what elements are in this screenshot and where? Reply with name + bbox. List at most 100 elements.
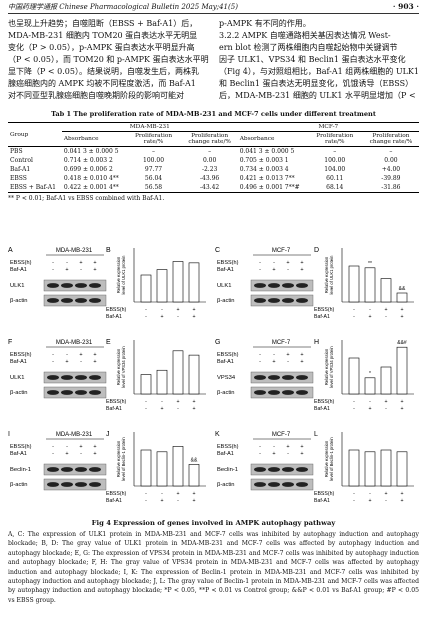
treatment-sign: - [287,451,289,457]
panel-letter: J [106,431,110,438]
treatment-sign: - [287,267,289,273]
blot-band [75,283,87,288]
treatment-sign: - [52,451,54,457]
text-line: 也呈现上升趋势；自噬阻断（EBSS + Baf-A1）后， [8,19,198,28]
bar [348,449,360,487]
blot-label: ULK1 [10,375,25,381]
blot-band [47,375,59,380]
blot-band [268,375,280,380]
y-axis-label: Relative expression [324,440,329,477]
significance-mark: &&# [397,340,407,346]
panel-letter: K [215,431,220,438]
significance-mark: * [369,371,371,377]
bar [380,449,392,487]
treatment-sign: + [192,491,195,497]
bar [140,449,152,487]
treatment-name: Baf-A1 [217,359,234,365]
treatment-sign: - [259,451,261,457]
bar [188,464,200,487]
table-cell: 68.14 [326,184,344,191]
cell-line: MCF-7 [272,248,291,254]
y-axis-label: level of ULK1 protein [121,255,126,295]
table-cell: 56.58 [144,184,163,191]
treatment-name: EBSS(h) [314,399,334,405]
blot-band [89,467,101,472]
text-line: （P < 0.05），而 TOM20 和 p-AMPK 蛋白表达水平明 [8,55,209,64]
treatment-sign: + [192,314,195,320]
treatment-sign: + [300,444,303,450]
blot-band [89,298,101,303]
table-row: EBSS 0.418 ± 0.010 4** 56.04 -43.96 0.421 ± … [8,174,419,183]
bar [364,451,376,487]
treatment-sign: - [353,498,355,504]
treatment-sign: - [66,352,68,358]
treatment-sign: - [273,352,275,358]
cell-line: MDA-MB-231 [56,340,93,346]
treatment-sign: + [300,451,303,457]
text-line: （Fig 4），与对照组相比，Baf-A1 组两株细胞的 ULK1 [219,67,419,76]
treatment-sign: - [353,314,355,320]
blot-band [61,482,73,487]
blot-band [254,375,266,380]
treatment-sign: + [65,451,68,457]
blot-band [296,375,308,380]
bar [348,265,360,303]
table-cell: 0.422 ± 0.001 4** [63,184,119,191]
y-axis-label: level of VPS34 protein [329,346,334,388]
text-line: p-AMPK 有不同的作用。 [219,19,311,28]
treatment-sign: + [93,352,96,358]
header-row: Group MDA-MB-231 MCF-7 [8,122,419,138]
bar [156,369,168,395]
blot-label: β-actin [217,482,235,488]
table-cell: 0.714 ± 0.003 2 [63,157,113,164]
treatment-sign: + [93,444,96,450]
blot-band [254,283,266,288]
treatment-sign: - [52,359,54,365]
header-cell: MCF-7 [237,122,419,132]
treatment-name: EBSS(h) [314,307,334,313]
treatment-sign: + [192,406,195,412]
table-cell: 56.04 [144,175,163,182]
blot-band [47,467,59,472]
treatment-sign: - [145,498,147,504]
blot-band [254,390,266,395]
table-cell: -39.89 [381,175,401,182]
treatment-sign: + [93,267,96,273]
treatment-sign: - [273,444,275,450]
table-cell: – [389,148,393,155]
blot-band [268,467,280,472]
treatment-sign: + [93,260,96,266]
table-cell: 100.00 [143,157,165,164]
header-cell: Absorbance [63,136,99,142]
treatment-sign: - [145,491,147,497]
treatment-sign: + [300,267,303,273]
text-line: 显下降（P < 0.05）。结果说明，自噬发生后，两株乳 [8,67,199,76]
panel-letter: I [8,431,10,438]
treatment-sign: - [353,491,355,497]
significance-mark: && [399,286,406,292]
bar [156,269,168,303]
y-axis-label: Relative expression [324,348,329,385]
blot-band [268,482,280,487]
treatment-sign: - [145,399,147,405]
treatment-name: Baf-A1 [314,314,330,320]
treatment-name: Baf-A1 [217,267,234,273]
blot-band [47,482,59,487]
table-wrap: Group MDA-MB-231 MCF-7 Absorbance Proliferat… [8,122,419,202]
treatment-sign: + [160,406,163,412]
text-line: 因子 ULK1、VPS34 和 Beclin1 蛋白表达水平变化 [219,55,406,64]
treatment-sign: - [161,399,163,405]
blot-band [296,482,308,487]
bar [188,262,200,303]
treatment-sign: + [272,451,275,457]
table-cell: Control [10,157,33,164]
treatment-sign: + [192,307,195,313]
treatment-sign: + [286,444,289,450]
treatment-name: Baf-A1 [314,406,330,412]
blot-band [47,283,59,288]
table-row: Baf-A1 0.699 ± 0.006 2 97.77 -2.23 0.734 ± 0… [8,165,419,174]
table-cell: 100.00 [324,157,346,164]
table-caption: Tab 1 The proliferation rate of MDA-MB-2… [51,110,376,118]
treatment-sign: + [79,260,82,266]
